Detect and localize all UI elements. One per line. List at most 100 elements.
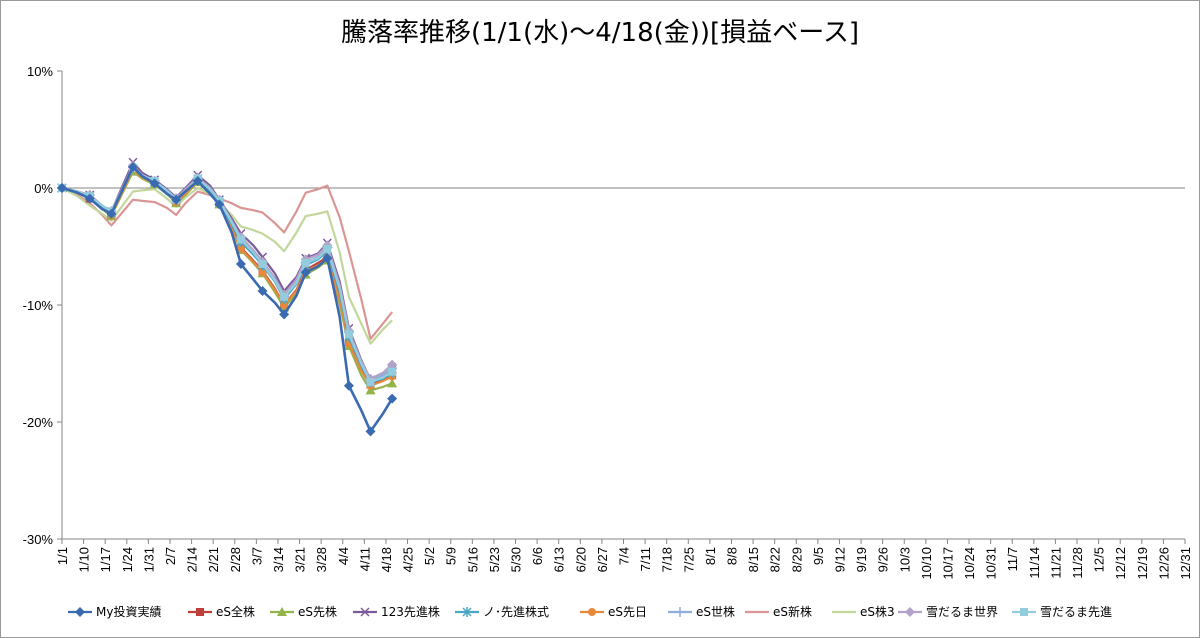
data-point [360, 607, 370, 617]
x-tick-label: 5/9 [444, 547, 459, 565]
x-tick-label: 10/10 [919, 547, 934, 580]
data-point [235, 259, 246, 270]
x-tick-label: 7/25 [681, 547, 696, 572]
series-line [61, 170, 393, 392]
data-point [365, 426, 376, 437]
x-tick-label: 2/28 [228, 547, 243, 572]
x-tick-label: 2/21 [206, 547, 221, 572]
x-tick-label: 10/31 [984, 547, 999, 580]
data-point [388, 367, 397, 376]
x-tick-label: 1/10 [77, 547, 92, 572]
legend-label: My投資実績 [96, 604, 161, 619]
legend-item: eS全株 [188, 604, 255, 619]
x-tick-label: 6/13 [552, 547, 567, 572]
x-tick-label: 11/7 [1005, 547, 1020, 571]
series-line [61, 167, 393, 384]
legend-label: eS世株 [696, 604, 735, 619]
y-tick-label: -20% [23, 415, 54, 430]
data-point [323, 244, 332, 253]
x-tick-label: 5/30 [509, 547, 524, 572]
data-point [588, 608, 596, 616]
x-tick-label: 8/8 [724, 547, 739, 565]
series-line [61, 167, 393, 384]
legend-item: My投資実績 [68, 604, 161, 619]
data-point [149, 178, 160, 189]
legend-label: 雪だるま先進 [1040, 605, 1112, 619]
data-point [192, 175, 203, 186]
series-line [61, 184, 393, 341]
y-tick-label: -10% [23, 298, 54, 313]
x-tick-label: 7/4 [617, 547, 632, 565]
data-point [236, 244, 245, 253]
x-tick-label: 11/28 [1070, 547, 1085, 579]
x-tick-label: 2/14 [185, 547, 200, 572]
x-tick-label: 11/14 [1027, 547, 1042, 579]
legend-item: eS新株 [745, 604, 812, 619]
x-tick-label: 9/19 [854, 547, 869, 572]
data-point [462, 607, 472, 617]
legend-label: 雪だるま世界 [926, 605, 998, 619]
series-1 [57, 161, 398, 437]
data-point [365, 385, 376, 395]
x-tick-label: 12/19 [1135, 547, 1150, 580]
y-tick-label: -30% [23, 532, 54, 547]
data-point [322, 253, 333, 264]
data-point [196, 608, 204, 616]
series-10 [57, 160, 398, 384]
x-tick-label: 11/21 [1048, 547, 1063, 579]
data-point [257, 285, 268, 296]
series-7 [57, 161, 398, 385]
data-point [57, 183, 67, 193]
x-tick-label: 4/4 [336, 547, 351, 565]
data-point [258, 268, 267, 277]
data-point [127, 161, 138, 172]
legend-label: eS新株 [773, 604, 812, 619]
legend-item: eS世株 [668, 604, 735, 619]
data-point [258, 260, 267, 269]
x-tick-label: 3/14 [271, 547, 286, 572]
x-tick-label: 7/11 [638, 547, 653, 571]
series-line [61, 186, 393, 345]
x-tick-label: 8/29 [789, 547, 804, 572]
legend-label: ノ･先進株式 [483, 604, 549, 619]
x-tick-label: 12/26 [1156, 547, 1171, 580]
x-tick-label: 5/23 [487, 547, 502, 572]
y-tick-label: 10% [27, 64, 53, 79]
x-tick-label: 6/27 [595, 547, 610, 572]
legend-label: eS全株 [216, 604, 255, 619]
x-tick-label: 1/1 [55, 547, 70, 565]
x-tick-label: 1/17 [98, 547, 113, 572]
data-point [301, 258, 310, 267]
legend-item: 雪だるま世界 [898, 605, 998, 619]
data-point [387, 378, 398, 388]
legend-label: eS株3 [860, 604, 895, 619]
x-tick-label: 7/18 [660, 547, 675, 572]
chart-title: 騰落率推移(1/1(水)～4/18(金))[損益ベース] [340, 18, 860, 48]
x-tick-label: 1/31 [141, 547, 156, 572]
data-point [214, 199, 225, 210]
x-tick-label: 10/3 [897, 547, 912, 572]
x-tick-label: 4/18 [379, 547, 394, 572]
chart-axes: 10% 0% -10% -20% -30%1/1 1/10 1/17 1/24 1/31 2/7 2… [23, 64, 1193, 580]
data-point [277, 607, 287, 616]
legend-item: ノ･先進株式 [455, 604, 549, 619]
x-tick-label: 10/24 [962, 547, 977, 580]
legend-item: eS先日 [580, 605, 647, 619]
x-tick-label: 9/5 [811, 547, 826, 565]
legend-label: eS先株 [298, 604, 337, 619]
x-tick-label: 5/2 [422, 547, 437, 565]
y-tick-label: 0% [34, 181, 53, 196]
legend-item: eS先株 [270, 604, 337, 619]
x-tick-label: 8/15 [746, 547, 761, 572]
x-tick-label: 1/24 [120, 547, 135, 572]
legend-item: 123先進株 [353, 604, 440, 619]
x-tick-label: 12/5 [1092, 547, 1107, 572]
series-layer [57, 157, 398, 437]
data-point [106, 208, 117, 219]
data-point [366, 378, 375, 387]
series-8 [61, 184, 393, 341]
data-point [300, 267, 311, 278]
data-point [280, 292, 289, 301]
x-tick-label: 4/25 [401, 547, 416, 572]
